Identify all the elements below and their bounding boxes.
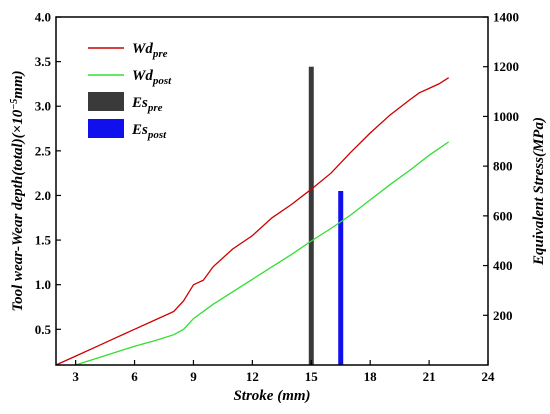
bars-layer [308, 66, 344, 365]
legend-swatch-es-post [88, 119, 124, 138]
legend-label-wd-pre: Wdpre [132, 41, 168, 60]
bar-es-post [338, 191, 344, 365]
legend-label-wd-post: Wdpost [132, 68, 172, 87]
y-left-axis-title-unit: mm) [10, 70, 26, 98]
y-left-tick-label: 2.0 [35, 188, 51, 203]
legend-swatch-es-pre [88, 92, 124, 111]
x-tick-label: 9 [190, 369, 197, 384]
x-tick-label: 3 [72, 369, 79, 384]
x-tick-label: 15 [305, 369, 319, 384]
y-left-axis-title-main: Tool wear-Wear depth(total)(×10 [10, 109, 26, 311]
y-right-tick-label: 600 [493, 208, 513, 223]
y-right-tick-label: 800 [493, 159, 513, 174]
y-right-tick-label: 1200 [493, 59, 519, 74]
x-tick-label: 24 [482, 369, 496, 384]
y-left-tick-label: 3.0 [35, 99, 51, 114]
line-wd-post [75, 141, 450, 366]
y-right-tick-label: 1000 [493, 109, 519, 124]
ticks-layer: 3 6 9 12 15 18 21 24 0.5 1.0 1.5 2.0 2.5 3.0 3.5 4.0 200… [35, 10, 519, 385]
x-tick-label: 12 [246, 369, 259, 384]
y-left-tick-label: 2.5 [35, 143, 52, 158]
y-left-axis-title-exp: −5 [9, 99, 20, 110]
x-tick-label: 21 [423, 369, 436, 384]
x-tick-label: 18 [364, 369, 378, 384]
x-tick-label: 6 [131, 369, 138, 384]
bar-es-pre [308, 66, 314, 365]
x-axis-title: Stroke (mm) [233, 388, 310, 404]
legend-label-es-post: Espost [131, 122, 167, 141]
y-right-tick-label: 400 [493, 258, 513, 273]
y-left-tick-label: 4.0 [35, 10, 51, 25]
legend-layer: Wdpre Wdpost Espre Espost [88, 41, 172, 141]
y-right-tick-label: 200 [493, 308, 513, 323]
lines-layer [55, 77, 450, 366]
y-left-tick-label: 3.5 [35, 54, 52, 69]
y-right-tick-label: 1400 [493, 10, 519, 25]
y-left-tick-label: 1.0 [35, 277, 51, 292]
y-left-tick-label: 0.5 [35, 322, 52, 337]
y-left-axis-title: Tool wear-Wear depth(total)(×10−5mm) [9, 70, 27, 311]
y-left-tick-label: 1.5 [35, 233, 52, 248]
line-wd-pre [55, 77, 450, 366]
y-right-axis-title: Equivalent Stress(MPa) [531, 117, 547, 266]
plot-frame [55, 16, 489, 366]
legend-label-es-pre: Espre [131, 95, 163, 114]
